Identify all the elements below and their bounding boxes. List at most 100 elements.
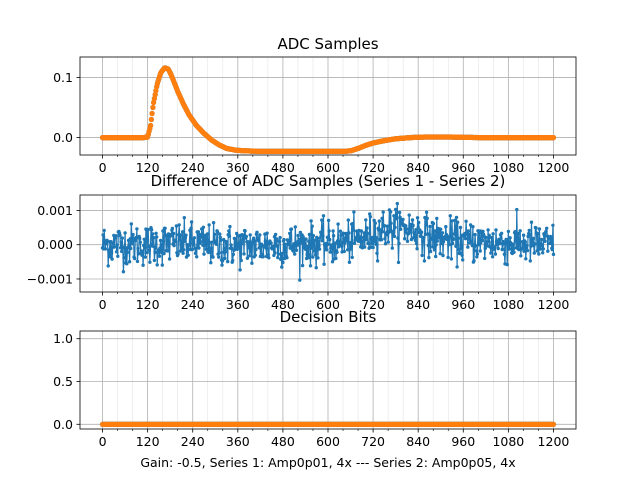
data-point (308, 264, 313, 268)
x-tick-label: 840 (406, 297, 430, 312)
data-point (467, 232, 472, 237)
data-point (351, 228, 356, 232)
data-point (194, 246, 198, 251)
data-point (235, 231, 239, 236)
data-point (196, 230, 201, 234)
data-point (111, 241, 116, 246)
data-point (197, 246, 201, 250)
data-point (500, 247, 504, 252)
data-point (389, 221, 393, 225)
data-point (152, 258, 157, 263)
data-point (192, 236, 197, 240)
data-point (152, 236, 156, 240)
data-point (348, 241, 353, 245)
x-tick-label: 120 (136, 297, 160, 312)
data-point (325, 248, 329, 252)
data-point (544, 229, 548, 233)
data-point (130, 242, 134, 246)
data-point (386, 240, 390, 244)
data-point (276, 252, 281, 256)
data-point (541, 251, 545, 255)
y-tick-label: 0.1 (53, 70, 73, 85)
data-point (545, 226, 549, 230)
data-point (456, 236, 460, 240)
data-point (223, 250, 228, 254)
x-tick-label: 0 (99, 160, 107, 175)
x-tick-label: 1200 (538, 160, 570, 175)
y-tick-label: 0.001 (37, 203, 73, 218)
data-point (395, 216, 399, 220)
data-point (182, 248, 186, 252)
data-point (531, 236, 535, 241)
data-point (517, 241, 522, 245)
data-point (397, 241, 401, 246)
data-point (502, 252, 507, 256)
data-point (540, 243, 544, 247)
data-point (102, 228, 106, 233)
data-point (241, 234, 246, 238)
data-point (145, 250, 149, 255)
data-point (180, 230, 185, 234)
y-tick-label: 0.0 (53, 417, 73, 432)
data-point (115, 243, 119, 247)
title-decision-bits: Decision Bits (280, 308, 377, 326)
data-point (155, 263, 159, 267)
data-point (350, 255, 354, 260)
data-point (424, 223, 428, 227)
data-point (226, 259, 230, 264)
data-point (515, 207, 519, 212)
x-tick-label: 720 (361, 434, 385, 449)
data-point (320, 239, 325, 243)
data-point (256, 236, 260, 240)
data-point (549, 236, 553, 240)
data-point (134, 236, 139, 240)
data-point (294, 248, 299, 252)
data-point (151, 232, 155, 236)
data-point (365, 226, 369, 230)
data-point (513, 230, 517, 234)
data-point (142, 237, 146, 241)
data-point (403, 237, 407, 241)
data-point (487, 233, 491, 237)
data-point (280, 265, 284, 269)
data-point (419, 234, 423, 238)
y-tick-label: 0.5 (53, 374, 73, 389)
x-tick-label: 240 (181, 434, 205, 449)
data-point (352, 241, 357, 245)
data-point (483, 256, 487, 261)
data-point (254, 247, 258, 252)
data-point (198, 240, 203, 244)
data-point (330, 243, 334, 247)
data-point (209, 240, 213, 244)
data-point (275, 244, 279, 248)
data-point (399, 227, 403, 231)
data-point (331, 234, 336, 238)
data-point (227, 229, 231, 233)
x-tick-label: 360 (226, 297, 250, 312)
data-point (120, 236, 125, 240)
data-point (532, 251, 536, 255)
data-point (267, 256, 271, 260)
data-point (419, 230, 424, 234)
data-point (548, 241, 552, 246)
data-point (534, 226, 538, 230)
data-point (538, 247, 543, 251)
chart-adc-samples: 0 120 240 360 480 600 720 840 960 1080 12000.00.1 … (53, 35, 577, 175)
data-point (366, 241, 371, 245)
data-point (101, 233, 105, 237)
data-point (464, 219, 468, 223)
data-point (195, 255, 199, 259)
data-point (245, 256, 250, 260)
data-point (421, 239, 425, 244)
data-point (360, 239, 364, 243)
data-point (542, 233, 547, 238)
data-point (334, 256, 338, 261)
data-point (303, 243, 307, 247)
data-point (507, 247, 512, 251)
data-point (393, 225, 397, 230)
data-point (319, 230, 323, 234)
data-point (453, 229, 458, 233)
data-point (330, 260, 335, 264)
data-point (320, 218, 324, 222)
x-tick-label: 720 (361, 297, 385, 312)
